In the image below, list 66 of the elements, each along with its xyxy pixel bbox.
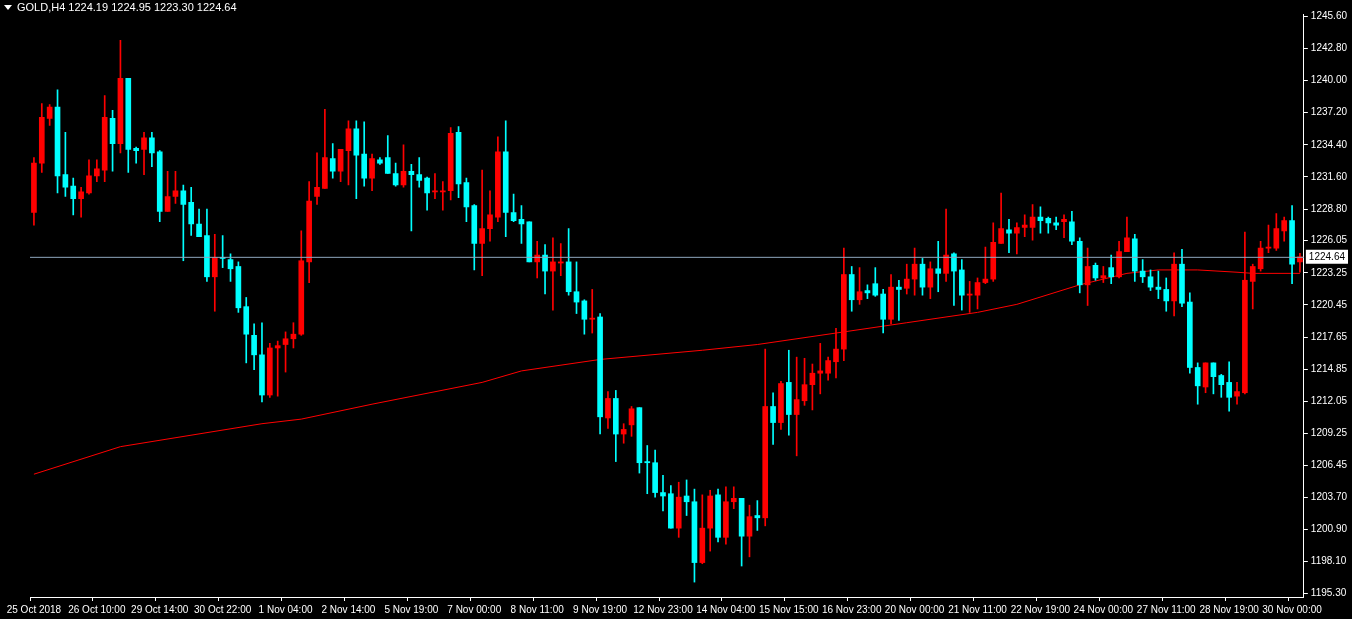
x-tick-label: 26 Oct 10:00 [68, 603, 126, 615]
y-tick-label: 1209.25 [1310, 427, 1348, 439]
y-tick-label: 1214.85 [1310, 362, 1348, 374]
ref-line-label: 1224.64 [1308, 251, 1346, 263]
candlestick [1021, 214, 1028, 237]
x-tick-label: 9 Nov 19:00 [573, 603, 628, 615]
x-tick-label: 1 Nov 04:00 [258, 603, 313, 615]
candlestick [1061, 214, 1067, 239]
x-tick-label: 30 Oct 22:00 [194, 603, 252, 615]
x-tick-label: 27 Nov 11:00 [1136, 603, 1197, 615]
x-tick-label: 24 Nov 00:00 [1073, 603, 1134, 615]
x-tick-label: 30 Nov 00:00 [1262, 603, 1323, 615]
x-tick-label: 2 Nov 14:00 [321, 603, 376, 615]
x-tick-label: 22 Nov 19:00 [1010, 603, 1071, 615]
candlestick [660, 475, 666, 512]
y-tick-label: 1212.05 [1310, 395, 1348, 407]
candlestick [793, 356, 800, 457]
y-tick-label: 1234.40 [1310, 138, 1348, 150]
y-tick-label: 1220.45 [1310, 298, 1348, 310]
y-tick-label: 1237.20 [1310, 106, 1348, 118]
x-tick-label: 28 Nov 19:00 [1199, 603, 1260, 615]
x-tick-label: 14 Nov 04:00 [696, 603, 757, 615]
x-tick-label: 21 Nov 11:00 [948, 603, 1008, 615]
candlestick [620, 423, 627, 444]
x-tick-label: 16 Nov 23:00 [821, 603, 882, 615]
candlestick [1014, 222, 1020, 255]
y-tick-label: 1206.45 [1310, 459, 1348, 471]
y-tick-label: 1223.25 [1310, 266, 1348, 278]
candlestick [1006, 219, 1012, 254]
y-tick-label: 1231.60 [1310, 170, 1348, 182]
y-tick-label: 1226.05 [1310, 234, 1348, 246]
candlestick [78, 186, 84, 218]
candlestick [550, 237, 556, 311]
chart-title: GOLD,H4 1224.19 1224.95 1223.30 1224.64 [17, 1, 237, 13]
y-tick-label: 1200.90 [1310, 523, 1348, 535]
y-tick-label: 1217.65 [1310, 330, 1348, 342]
x-tick-label: 20 Nov 00:00 [884, 603, 945, 615]
candlestick [211, 234, 218, 312]
candlestick [416, 157, 423, 188]
x-tick-label: 12 Nov 23:00 [633, 603, 694, 615]
candlestick [314, 152, 320, 205]
x-tick-label: 8 Nov 11:00 [510, 603, 565, 615]
candlestick [896, 279, 902, 321]
y-tick-label: 1203.70 [1310, 490, 1348, 502]
y-tick-label: 1242.80 [1310, 42, 1348, 54]
y-tick-label: 1198.10 [1310, 555, 1347, 567]
y-tick-label: 1195.30 [1310, 587, 1347, 599]
candlestick [1234, 382, 1240, 405]
candlestick [817, 343, 824, 395]
candlestick [432, 173, 438, 200]
y-tick-label: 1240.00 [1310, 74, 1348, 86]
candlestick [644, 445, 651, 495]
candlestick [439, 181, 446, 211]
x-tick-label: 29 Oct 14:00 [131, 603, 189, 615]
candlestick [935, 240, 942, 293]
candlestick [589, 289, 596, 334]
y-tick-label: 1245.60 [1310, 10, 1348, 22]
candlestick [479, 169, 485, 276]
x-tick-label: 5 Nov 19:00 [384, 603, 439, 615]
candlestick [730, 486, 737, 509]
x-tick-label: 25 Oct 2018 [6, 603, 62, 615]
candlestick [133, 146, 139, 164]
x-tick-label: 7 Nov 00:00 [447, 603, 502, 615]
candlestick [274, 340, 281, 397]
y-tick-label: 1228.80 [1310, 202, 1348, 214]
x-tick-label: 15 Nov 15:00 [759, 603, 819, 615]
